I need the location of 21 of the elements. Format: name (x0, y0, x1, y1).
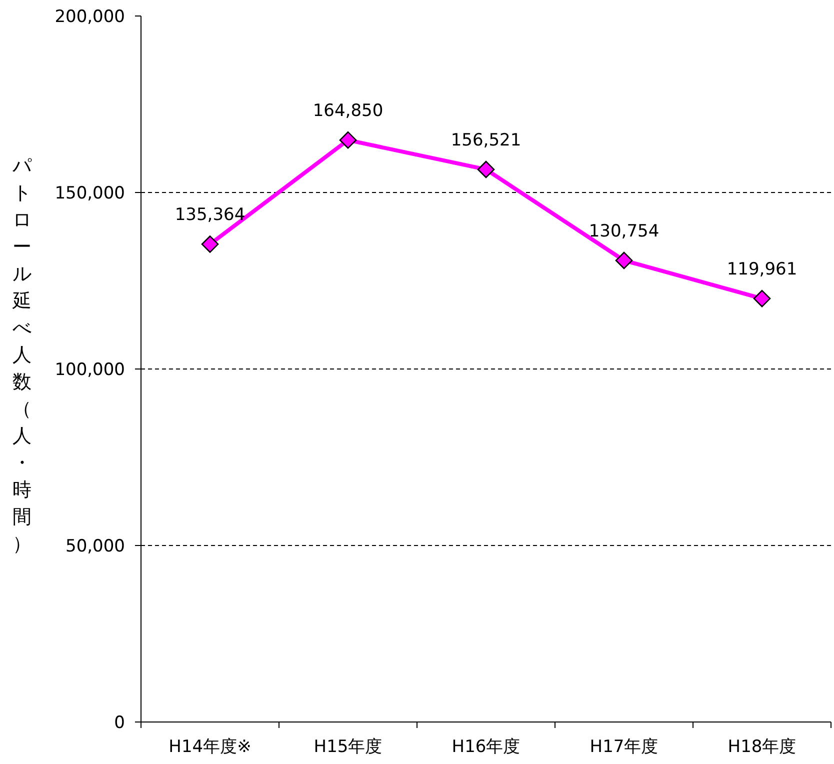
point (339, 131, 357, 149)
data-label: 156,521 (450, 130, 522, 150)
y-tick-label: 0 (114, 713, 125, 733)
text: パトロール延べ人数（人・時間） (12, 155, 32, 555)
point (201, 236, 219, 253)
x-tick-label: H14年度※ (168, 737, 252, 757)
data-label: 130,754 (588, 221, 660, 242)
data-label: 135,364 (174, 205, 246, 226)
x-tick-label: H17年度 (590, 737, 658, 757)
point (615, 252, 633, 270)
x-tick-label: H18年度 (728, 737, 796, 757)
x-tick-label: H15年度 (314, 737, 382, 757)
x-tick-label: H16年度 (452, 737, 520, 757)
point (477, 160, 495, 178)
point (753, 290, 771, 308)
data-label: 119,961 (726, 260, 798, 280)
y-tick-label: 150,000 (54, 184, 125, 204)
y-tick-label: 200,000 (54, 7, 125, 27)
y-tick-label: 100,000 (54, 360, 125, 380)
data-label: 164,850 (312, 101, 384, 122)
y-tick-label: 50,000 (66, 536, 125, 556)
